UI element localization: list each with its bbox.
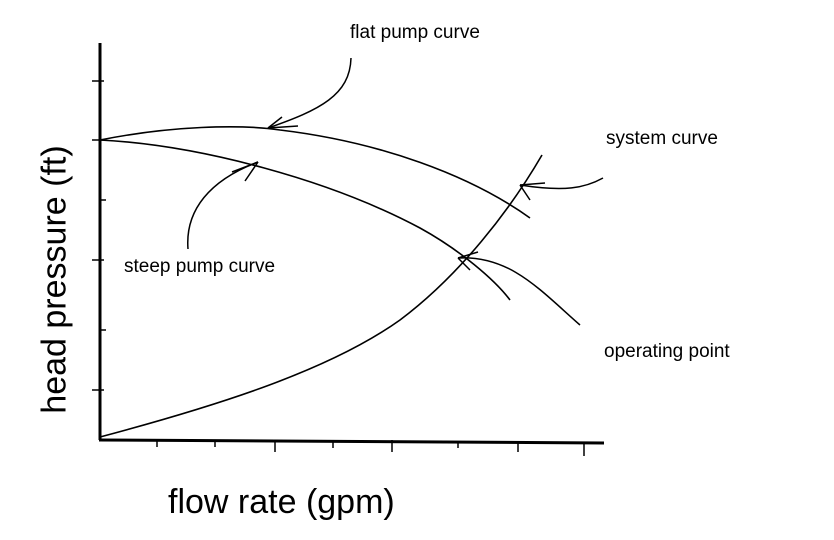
steep-pump-curve: [99, 139, 511, 301]
x-ticks: [156, 440, 585, 456]
steep-pump-curve-leader-arrow: [187, 161, 259, 250]
operating-point-leader-arrow: [457, 251, 581, 326]
y-axis-label: head pressure (ft): [35, 145, 74, 414]
x-axis: [98, 438, 605, 445]
flat-pump-curve-leader-arrow: [267, 57, 352, 129]
flat-pump-curve-label: flat pump curve: [350, 22, 480, 43]
system-curve-label: system curve: [606, 128, 718, 149]
operating-point-label: operating point: [604, 341, 730, 362]
steep-pump-curve-label: steep pump curve: [124, 256, 276, 277]
system-curve: [99, 154, 543, 438]
x-axis-label: flow rate (gpm): [168, 483, 395, 521]
flat-pump-curve: [99, 126, 531, 219]
system-curve-leader-arrow: [519, 177, 604, 201]
